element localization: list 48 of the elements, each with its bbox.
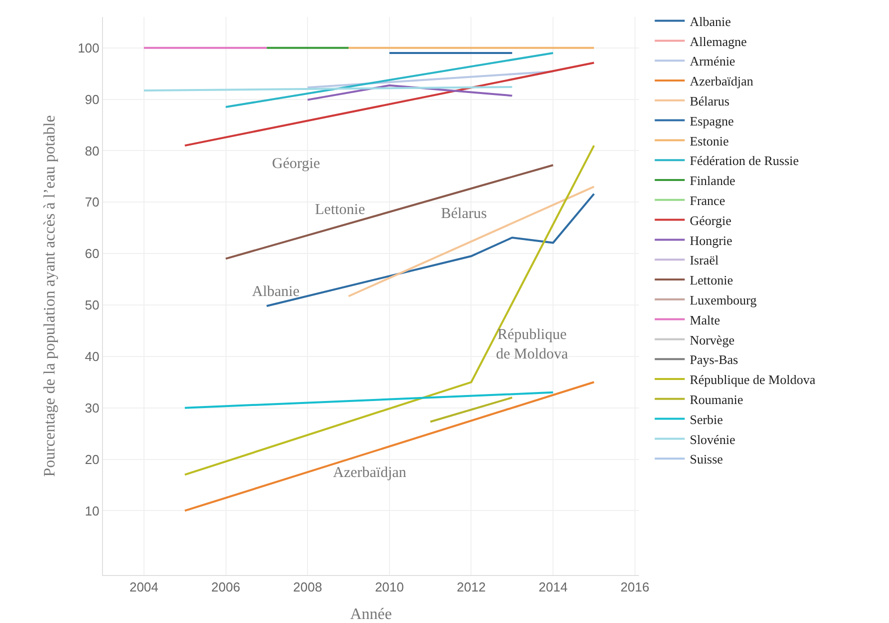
x-tick-label: 2014 [538, 580, 568, 595]
legend-label: Allemagne [690, 34, 747, 49]
legend-label: Géorgie [690, 212, 732, 228]
legend-label: Hongrie [690, 232, 733, 248]
legend-label: Malte [690, 312, 720, 328]
legend-label: Lettonie [690, 272, 734, 288]
annotation: Bélarus [441, 206, 487, 222]
legend-label: Espagne [690, 113, 734, 128]
y-tick-label: 60 [84, 246, 100, 262]
y-tick-label: 70 [84, 194, 100, 210]
legend-label: Israël [690, 252, 719, 268]
legend-label: Roumanie [690, 392, 744, 407]
y-tick-label: 50 [84, 298, 100, 313]
annotation: République de Moldova [496, 327, 568, 362]
legend-label: Suisse [690, 452, 724, 467]
legend-label: Arménie [690, 54, 736, 69]
x-axis-title: Année [350, 606, 392, 623]
legend-label: Azerbaïdjan [690, 74, 754, 89]
y-tick-label: 80 [84, 143, 100, 158]
legend-label: Luxembourg [690, 292, 758, 308]
x-tick-label: 2010 [374, 580, 404, 595]
y-axis-title: Pourcentage de la population ayant accès à l’eau potable [42, 115, 59, 477]
y-tick-label: 20 [84, 452, 100, 467]
legend-label: Fédération de Russie [690, 153, 799, 168]
y-tick-label: 40 [84, 348, 100, 364]
legend-label: Estonie [690, 133, 729, 148]
legend-label: Albanie [690, 14, 732, 29]
annotation: Azerbaïdjan [333, 465, 407, 481]
x-tick-label: 2006 [211, 580, 240, 595]
legend-label: Finlande [690, 173, 736, 188]
y-tick-label: 30 [84, 400, 100, 416]
x-tick-label: 2004 [129, 580, 158, 595]
x-tick-label: 2012 [456, 580, 486, 595]
legend-label: Pays-Bas [690, 352, 738, 368]
x-tick-label: 2008 [293, 580, 322, 595]
annotation: Albanie [252, 284, 300, 300]
legend-label: France [690, 192, 726, 208]
legend-label: Serbie [690, 412, 724, 427]
y-tick-label: 90 [84, 92, 100, 107]
legend-label: Slovénie [690, 432, 736, 447]
annotation: Géorgie [272, 156, 320, 172]
legend-label: Norvège [690, 332, 735, 348]
legend-label: République de Moldova [690, 372, 816, 388]
legend-label: Bélarus [690, 93, 730, 108]
y-tick-label: 100 [78, 40, 100, 56]
y-tick-label: 10 [84, 503, 100, 518]
annotation: Lettonie [315, 202, 366, 218]
x-tick-label: 2016 [620, 580, 650, 595]
